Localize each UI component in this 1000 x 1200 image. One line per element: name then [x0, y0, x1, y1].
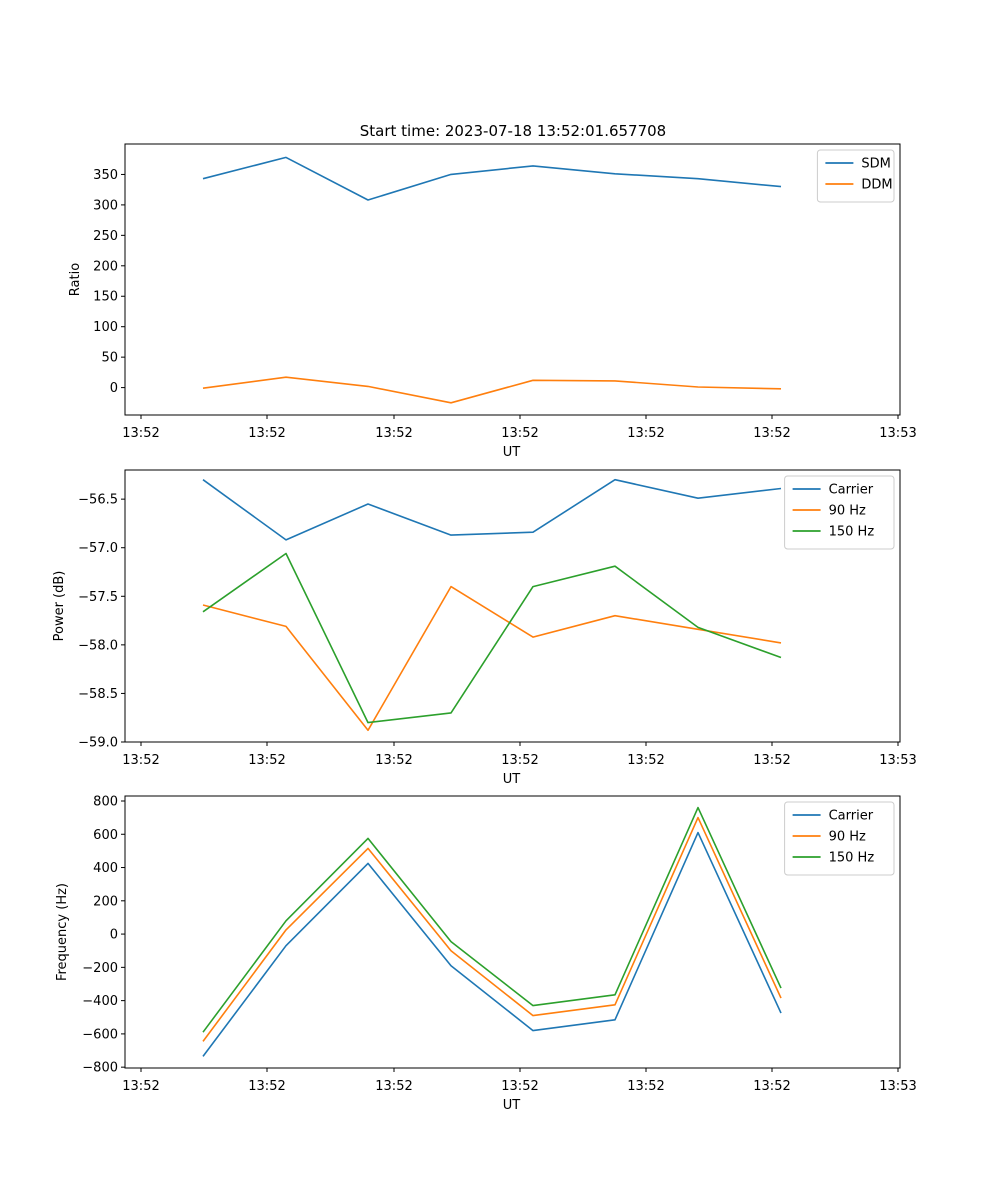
y-tick-label: 0: [110, 381, 118, 396]
x-tick-label: 13:52: [753, 1079, 790, 1094]
frequency-panel: 13:52 13:52 13:52 13:52 13:52 13:52 13:53 −800 −…: [55, 794, 917, 1113]
x-tick-label: 13:52: [375, 1079, 412, 1094]
x-tick-label: 13:53: [879, 753, 916, 768]
y-axis-label: Frequency (Hz): [55, 883, 70, 981]
legend-label: 150 Hz: [829, 525, 875, 540]
x-axis-label: UT: [503, 772, 521, 787]
x-tick-label: 13:52: [375, 426, 412, 441]
x-tick-label: 13:52: [122, 1079, 159, 1094]
y-axis-label: Ratio: [68, 263, 83, 296]
ratio-panel: 13:52 13:52 13:52 13:52 13:52 13:52 13:53 0 50 10…: [68, 143, 917, 460]
legend-label: 150 Hz: [829, 851, 875, 866]
axes-frame: [124, 795, 901, 1069]
y-tick-label: −59.0: [78, 736, 118, 751]
y-tick-label: 100: [93, 320, 118, 335]
legend-label: Carrier: [829, 483, 874, 498]
x-tick-label: 13:52: [248, 1079, 285, 1094]
series-line-90-hz: [202, 585, 782, 732]
power-panel: 13:52 13:52 13:52 13:52 13:52 13:52 13:53 −59.0…: [52, 469, 917, 787]
x-tick-label: 13:53: [879, 426, 916, 441]
y-tick-label: 150: [93, 290, 118, 305]
x-tick-label: 13:52: [753, 753, 790, 768]
axes-frame: [124, 143, 901, 416]
series-line-150-hz: [202, 806, 782, 1033]
x-axis-label: UT: [503, 1098, 521, 1113]
series-line-ddm: [202, 376, 782, 404]
y-tick-label: −200: [82, 961, 118, 976]
y-tick-label: −800: [82, 1061, 118, 1076]
y-tick-label: 50: [101, 351, 118, 366]
y-tick-label: 200: [93, 894, 118, 909]
x-tick-label: 13:52: [122, 426, 159, 441]
y-tick-label: 600: [93, 828, 118, 843]
legend-label: 90 Hz: [829, 830, 866, 845]
y-tick-label: −400: [82, 994, 118, 1009]
y-tick-label: 400: [93, 861, 118, 876]
y-tick-label: 800: [93, 794, 118, 809]
series-line-carrier: [202, 478, 782, 541]
y-tick-label: 300: [93, 198, 118, 213]
legend-label: DDM: [861, 178, 892, 193]
x-tick-label: 13:52: [248, 753, 285, 768]
x-tick-label: 13:52: [627, 1079, 664, 1094]
y-tick-label: 350: [93, 168, 118, 183]
axes-frame: [124, 469, 901, 743]
y-tick-label: −57.5: [78, 590, 118, 605]
y-tick-label: −56.5: [78, 493, 118, 508]
x-tick-label: 13:52: [375, 753, 412, 768]
x-tick-label: 13:52: [627, 753, 664, 768]
legend-label: 90 Hz: [829, 504, 866, 519]
x-tick-label: 13:52: [122, 753, 159, 768]
series-line-90-hz: [202, 816, 782, 1042]
y-tick-label: −57.0: [78, 541, 118, 556]
y-tick-label: 0: [110, 928, 118, 943]
legend-label: SDM: [861, 157, 890, 172]
x-tick-label: 13:52: [627, 426, 664, 441]
y-tick-label: 250: [93, 229, 118, 244]
legend-label: Carrier: [829, 809, 874, 824]
y-tick-label: −600: [82, 1027, 118, 1042]
x-tick-label: 13:52: [501, 753, 538, 768]
x-tick-label: 13:52: [248, 426, 285, 441]
figure-title: Start time: 2023-07-18 13:52:01.657708: [360, 122, 666, 140]
x-tick-label: 13:52: [753, 426, 790, 441]
series-line-carrier: [202, 831, 782, 1057]
x-tick-label: 13:53: [879, 1079, 916, 1094]
series-line-150-hz: [202, 552, 782, 724]
x-axis-label: UT: [503, 445, 521, 460]
y-tick-label: 200: [93, 259, 118, 274]
y-tick-label: −58.5: [78, 687, 118, 702]
y-tick-label: −58.0: [78, 638, 118, 653]
x-tick-label: 13:52: [501, 1079, 538, 1094]
y-axis-label: Power (dB): [52, 571, 67, 642]
series-line-sdm: [202, 156, 782, 201]
x-tick-label: 13:52: [501, 426, 538, 441]
